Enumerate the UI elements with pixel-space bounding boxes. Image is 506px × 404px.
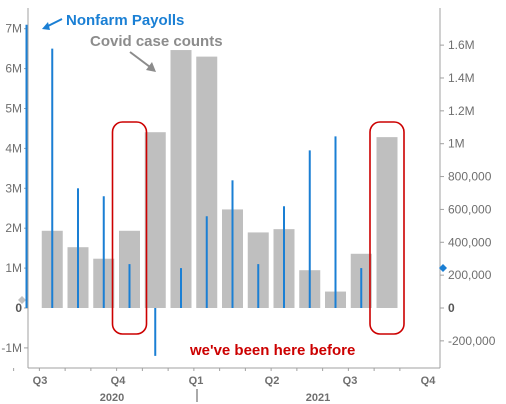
axes-layer: [13, 8, 447, 402]
right-tick-label: 1.4M: [448, 71, 475, 85]
quarter-label: Q1: [189, 375, 204, 387]
right-tick-label: 0: [448, 301, 455, 315]
quarter-label: Q3: [33, 375, 48, 387]
payrolls-label: Nonfarm Payolls: [66, 12, 184, 29]
quarter-label: Q4: [421, 375, 437, 387]
quarter-label: Q4: [111, 375, 127, 387]
right-tick-label: 200,000: [448, 268, 492, 282]
left-tick-label: 2M: [5, 221, 22, 235]
right-tick-label: 1.6M: [448, 38, 475, 52]
left-tick-label: -1M: [1, 341, 22, 355]
covid-label: Covid case counts: [90, 33, 223, 50]
highlight-box: [369, 121, 405, 335]
highlight-box: [111, 121, 148, 335]
left-tick-label: 4M: [5, 141, 22, 155]
covid-bar: [196, 56, 218, 308]
covid-bar: [144, 132, 166, 308]
covid-arrow-head: [146, 62, 156, 72]
left-tick-label: 7M: [5, 22, 22, 36]
right-tick-label: 400,000: [448, 235, 492, 249]
right-tick-label: 1M: [448, 137, 465, 151]
left-tick-label: 3M: [5, 181, 22, 195]
tick-labels-layer: -1M 0 1M 2M 3M 4M 5M 6M 7M -200,000 0 200,000 400,00…: [1, 22, 495, 404]
left-tick-label: 6M: [5, 62, 22, 76]
payrolls-arrow-head: [42, 22, 50, 30]
right-tick-label: 800,000: [448, 170, 492, 184]
year-label: 2021: [306, 392, 330, 404]
left-tick-label: 1M: [5, 261, 22, 275]
annotations-layer: Nonfarm Payolls Covid case counts we've be…: [42, 12, 405, 359]
note-label: we've been here before: [189, 342, 355, 359]
covid-bars-layer: [41, 50, 398, 308]
right-tick-label: 600,000: [448, 202, 492, 216]
covid-arrow-line: [129, 51, 151, 68]
right-tick-label: -200,000: [448, 334, 496, 348]
left-tick-label: 0: [15, 301, 22, 315]
left-tick-label: 5M: [5, 102, 22, 116]
right-tick-label: 1.2M: [448, 104, 475, 118]
covid-bar: [376, 137, 398, 308]
payroll-lines-layer: [25, 24, 363, 356]
covid-bar: [170, 50, 192, 308]
right-axis-marker: [439, 264, 447, 272]
quarter-label: Q2: [265, 375, 280, 387]
quarter-label: Q3: [343, 375, 358, 387]
left-axis-marker: [18, 296, 26, 304]
year-label: 2020: [100, 392, 124, 404]
